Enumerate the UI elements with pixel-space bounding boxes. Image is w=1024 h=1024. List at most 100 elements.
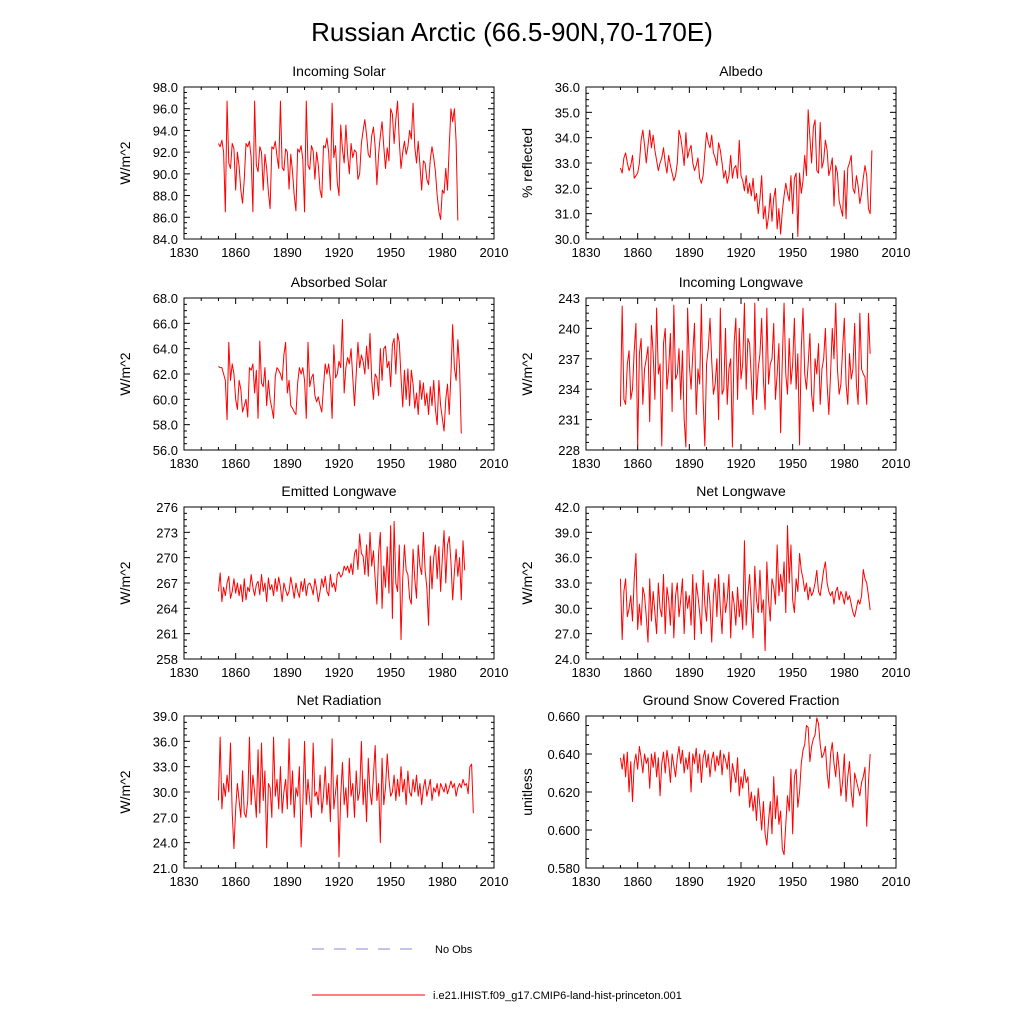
- y-tick-label: 56.0: [153, 443, 178, 458]
- x-tick-label: 1980: [428, 874, 457, 889]
- y-tick-label: 64.0: [153, 342, 178, 357]
- x-tick-label: 1860: [221, 245, 250, 260]
- x-tick-label: 1890: [273, 874, 302, 889]
- y-tick-label: 27.0: [153, 810, 178, 825]
- x-tick-label: 1980: [428, 245, 457, 260]
- y-tick-label: 42.0: [555, 500, 580, 515]
- albedo-series-line: [619, 109, 873, 237]
- y-tick-label: 27.0: [555, 627, 580, 642]
- x-tick-label: 1920: [727, 245, 756, 260]
- y-tick-label: 0.640: [547, 747, 580, 762]
- y-tick-label: 30.0: [555, 601, 580, 616]
- y-tick-label: 60.0: [153, 392, 178, 407]
- x-tick-label: 1920: [325, 665, 354, 680]
- y-tick-label: 273: [156, 525, 178, 540]
- x-tick-label: 1890: [675, 665, 704, 680]
- panel-ground-snow-covered-fraction: Ground Snow Covered Fraction 1830 1860 1890…: [519, 692, 910, 889]
- y-tick-label: 33.0: [153, 760, 178, 775]
- y-tick-label: 31.0: [555, 207, 580, 222]
- x-tick-label: 1950: [376, 456, 405, 471]
- panel-incoming-longwave: Incoming Longwave 1830 1860 1890 1920 1950 198…: [519, 274, 910, 471]
- legend: No Obs i.e21.IHIST.f09_g17.CMIP6-land-hi…: [312, 944, 682, 1002]
- y-tick-label: 234: [558, 382, 580, 397]
- y-tick-label: 39.0: [555, 525, 580, 540]
- y-tick-label: 30.0: [555, 232, 580, 247]
- x-tick-label: 1980: [428, 665, 457, 680]
- x-tick-label: 1830: [572, 245, 601, 260]
- y-axis-label: % reflected: [519, 128, 535, 198]
- y-tick-label: 36.0: [555, 551, 580, 566]
- emitted-longwave-series-line: [217, 520, 466, 641]
- x-tick-label: 2010: [480, 456, 509, 471]
- y-tick-label: 39.0: [153, 709, 178, 724]
- y-tick-label: 34.0: [555, 131, 580, 146]
- x-tick-label: 1950: [376, 665, 405, 680]
- y-axis-label: W/m^2: [519, 561, 535, 604]
- panel-title: Ground Snow Covered Fraction: [643, 692, 840, 708]
- y-axis-label: W/m^2: [117, 352, 133, 395]
- x-tick-label: 1950: [778, 874, 807, 889]
- y-tick-label: 258: [156, 652, 178, 667]
- y-tick-label: 35.0: [555, 105, 580, 120]
- panel-net-longwave: Net Longwave 1830 1860 1890 1920 1950 1980 2010…: [519, 483, 910, 680]
- x-tick-label: 1860: [623, 245, 652, 260]
- y-tick-label: 36.0: [555, 80, 580, 95]
- y-tick-label: 240: [558, 321, 580, 336]
- x-tick-label: 1830: [572, 874, 601, 889]
- x-tick-label: 1860: [221, 874, 250, 889]
- x-tick-label: 1980: [830, 456, 859, 471]
- panel-title: Incoming Solar: [292, 63, 386, 79]
- panel-title: Absorbed Solar: [291, 274, 388, 290]
- ground-snow-covered-fraction-series-line: [619, 717, 871, 856]
- panel-title: Emitted Longwave: [281, 483, 396, 499]
- x-tick-label: 1890: [675, 245, 704, 260]
- panel-title: Net Longwave: [696, 483, 786, 499]
- y-tick-label: 237: [558, 352, 580, 367]
- x-tick-label: 1860: [221, 456, 250, 471]
- x-tick-label: 1890: [273, 456, 302, 471]
- y-tick-label: 98.0: [153, 80, 178, 95]
- x-tick-label: 1830: [170, 245, 199, 260]
- y-tick-label: 33.0: [555, 156, 580, 171]
- y-tick-label: 33.0: [555, 576, 580, 591]
- y-tick-label: 264: [156, 601, 178, 616]
- panel-title: Albedo: [719, 63, 763, 79]
- x-tick-label: 2010: [480, 245, 509, 260]
- x-tick-label: 1920: [325, 245, 354, 260]
- incoming-longwave-series-line: [619, 302, 871, 448]
- x-tick-label: 1830: [170, 456, 199, 471]
- x-tick-label: 1860: [623, 874, 652, 889]
- x-tick-label: 1890: [675, 456, 704, 471]
- x-tick-label: 1920: [325, 874, 354, 889]
- emitted-longwave-plot-frame: [183, 506, 495, 660]
- x-tick-label: 2010: [882, 874, 911, 889]
- y-tick-label: 243: [558, 291, 580, 306]
- x-tick-label: 1950: [778, 456, 807, 471]
- x-tick-label: 1890: [675, 874, 704, 889]
- legend-label-model-run: i.e21.IHIST.f09_g17.CMIP6-land-hist-prin…: [433, 990, 682, 1002]
- y-axis-label: unitless: [519, 768, 535, 815]
- x-tick-label: 1860: [623, 665, 652, 680]
- x-tick-label: 1980: [830, 245, 859, 260]
- y-tick-label: 267: [156, 576, 178, 591]
- y-tick-label: 88.0: [153, 189, 178, 204]
- y-tick-label: 228: [558, 443, 580, 458]
- x-tick-label: 2010: [480, 874, 509, 889]
- y-tick-label: 68.0: [153, 291, 178, 306]
- x-tick-label: 1890: [273, 665, 302, 680]
- x-tick-label: 1920: [727, 874, 756, 889]
- y-tick-label: 32.0: [555, 181, 580, 196]
- y-tick-label: 36.0: [153, 734, 178, 749]
- x-tick-label: 2010: [882, 245, 911, 260]
- y-tick-label: 0.580: [547, 861, 580, 876]
- net-longwave-plot-frame: [585, 506, 897, 660]
- panel-absorbed-solar: Absorbed Solar 1830 1860 1890 1920 1950 1980 20…: [117, 274, 508, 471]
- panel-title: Incoming Longwave: [679, 274, 804, 290]
- y-tick-label: 62.0: [153, 367, 178, 382]
- y-axis-label: W/m^2: [117, 561, 133, 604]
- x-tick-label: 2010: [882, 665, 911, 680]
- y-tick-label: 24.0: [555, 652, 580, 667]
- panel-title: Net Radiation: [297, 692, 382, 708]
- y-tick-label: 58.0: [153, 418, 178, 433]
